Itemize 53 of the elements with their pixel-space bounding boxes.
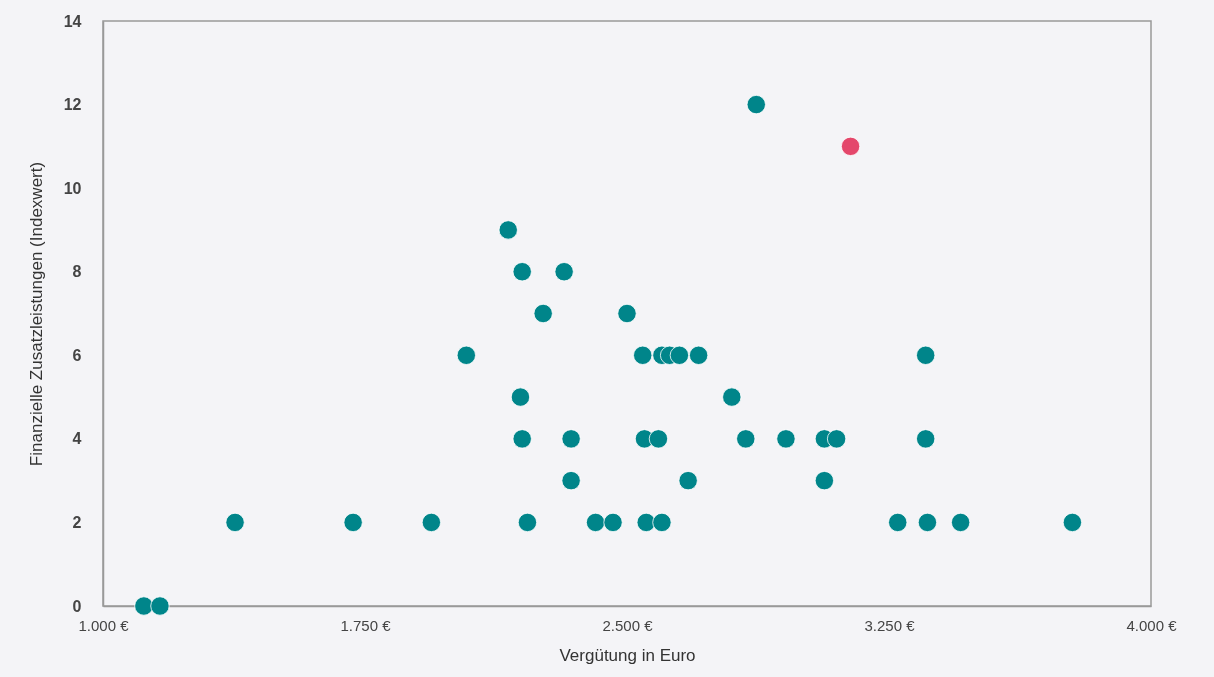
point — [561, 429, 581, 449]
point — [134, 596, 154, 616]
point — [343, 512, 363, 533]
point — [648, 429, 669, 449]
y-tick-label: 4 — [72, 430, 82, 448]
point — [678, 471, 698, 491]
point — [617, 303, 637, 324]
point — [421, 512, 441, 533]
x-tick-label: 1.750 € — [340, 616, 392, 634]
point — [826, 429, 847, 449]
point — [150, 596, 170, 616]
y-tick-label: 6 — [72, 346, 82, 364]
x-tick-label: 1.000 € — [78, 616, 130, 634]
point — [225, 512, 245, 533]
point — [916, 429, 936, 449]
y-tick-label: 10 — [63, 179, 82, 197]
point — [688, 345, 709, 365]
point — [669, 345, 690, 365]
point — [814, 471, 834, 491]
point — [456, 345, 476, 365]
x-tick-label: 2.500 € — [602, 616, 654, 634]
y-tick-label: 2 — [72, 513, 82, 531]
point — [561, 471, 581, 491]
point — [840, 136, 861, 156]
point — [533, 303, 553, 324]
y-tick-label: 0 — [72, 597, 82, 615]
y-tick-label: 8 — [72, 263, 82, 281]
point — [510, 387, 531, 407]
point — [746, 94, 766, 115]
point — [736, 429, 756, 449]
x-tick-label: 3.250 € — [864, 616, 916, 634]
x-axis-title: Vergütung in Euro — [559, 645, 696, 665]
point — [603, 512, 623, 533]
point — [776, 429, 796, 449]
point — [917, 512, 938, 533]
point — [512, 429, 532, 449]
point — [633, 345, 653, 365]
point — [512, 262, 532, 282]
point — [652, 512, 672, 533]
point — [636, 512, 656, 533]
point — [722, 387, 742, 407]
point — [916, 345, 936, 365]
point — [498, 220, 518, 240]
y-axis-title: Finanzielle Zusatzleistungen (Indexwert) — [26, 161, 46, 467]
point — [950, 512, 971, 533]
point — [585, 512, 606, 533]
x-tick-label: 4.000 € — [1126, 616, 1178, 634]
point — [554, 262, 574, 282]
y-tick-label: 14 — [63, 12, 82, 30]
point — [888, 512, 908, 533]
point — [517, 512, 538, 533]
y-tick-label: 12 — [63, 96, 82, 114]
point — [1062, 512, 1083, 533]
